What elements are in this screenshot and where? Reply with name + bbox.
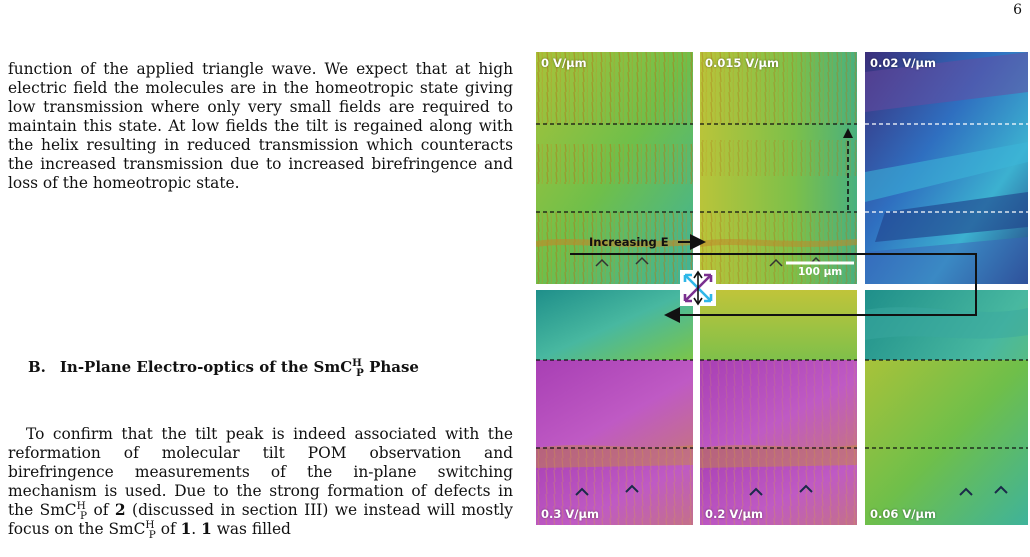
increasing-e-label: Increasing E (589, 235, 669, 249)
panel-02-vum: 0.2 V/µm (700, 290, 857, 525)
panel-label-0015: 0.015 V/µm (705, 56, 779, 70)
section-number: B. (28, 358, 46, 376)
panel-label-002: 0.02 V/µm (870, 56, 936, 70)
pom-figure: 0 V/µm 0.015 V/µm 0.02 V/µ (536, 52, 1028, 557)
panel-0-vum: 0 V/µm (536, 52, 693, 284)
panel-0015-vum: 0.015 V/µm (700, 52, 857, 284)
panel-label-02: 0.2 V/µm (705, 507, 763, 521)
page-number: 6 (1013, 2, 1022, 18)
panel-03-vum: 0.3 V/µm (536, 290, 693, 525)
panel-label-03: 0.3 V/µm (541, 507, 599, 521)
section-title: In-Plane Electro-optics of the SmCHP Pha… (59, 357, 419, 379)
body-paragraph-2: To confirm that the tilt peak is indeed … (8, 425, 514, 542)
panel-006-vum: 0.06 V/µm (865, 290, 1028, 525)
panel-label-006: 0.06 V/µm (870, 507, 936, 521)
panel-label-0: 0 V/µm (541, 56, 587, 70)
scale-bar-label: 100 µm (798, 266, 843, 278)
body-paragraph-1: function of the applied triangle wave. W… (8, 60, 513, 192)
section-heading: B. In-Plane Electro-optics of the SmCHP P… (28, 357, 419, 379)
panel-002-vum: 0.02 V/µm (865, 52, 1028, 284)
